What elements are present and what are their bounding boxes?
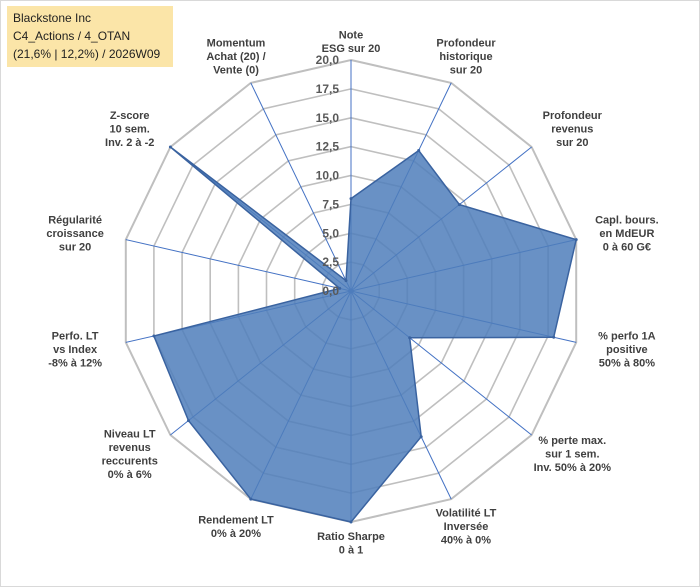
axis-label: Profondeur historique sur 20 bbox=[436, 37, 496, 76]
data-point bbox=[349, 197, 353, 201]
tick-label: 2,5 bbox=[322, 255, 339, 269]
tick-label: 0,0 bbox=[322, 284, 339, 298]
axis-label: Niveau LT revenus reccurents 0% à 6% bbox=[102, 429, 158, 482]
axis-label-line: Rendement LT bbox=[198, 514, 274, 526]
axis-label-line: Achat (20) / bbox=[206, 51, 265, 63]
data-point bbox=[457, 203, 461, 207]
axis-label: Rendement LT 0% à 20% bbox=[198, 514, 274, 540]
axis-spoke bbox=[125, 239, 352, 292]
data-point bbox=[419, 435, 423, 439]
axis-label-line: Inv. 50% à 20% bbox=[534, 462, 612, 474]
axis-label-line: Volatilité LT bbox=[436, 508, 497, 520]
data-point bbox=[417, 149, 421, 152]
axis-label-line: 0 à 1 bbox=[339, 545, 363, 557]
axis-label-line: Inversée bbox=[444, 521, 489, 533]
data-point bbox=[187, 419, 190, 423]
axis-label-line: sur 1 sem. bbox=[545, 449, 599, 461]
axis-label-line: % perte max. bbox=[538, 435, 606, 447]
axis-label-line: Momentum bbox=[207, 37, 266, 49]
axis-label: Régularité croissance sur 20 bbox=[46, 214, 103, 253]
axis-label-line: historique bbox=[439, 51, 492, 63]
data-point bbox=[344, 279, 348, 283]
axis-label-line: revenus bbox=[109, 442, 151, 454]
axis-label-line: 40% à 0% bbox=[441, 535, 491, 547]
radar-axis-labels: Note ESG sur 20 Profondeur historique sur 20… bbox=[46, 30, 658, 557]
data-point bbox=[249, 497, 253, 501]
data-point bbox=[152, 334, 156, 338]
axis-label-line: Note bbox=[339, 30, 363, 42]
axis-label-line: Inv. 2 à -2 bbox=[105, 137, 154, 149]
axis-label: Ratio Sharpe 0 à 1 bbox=[317, 531, 385, 557]
tick-label: 17,5 bbox=[316, 82, 340, 96]
axis-label-line: sur 20 bbox=[59, 241, 91, 253]
series-area bbox=[152, 146, 578, 523]
axis-label: Z-score 10 sem. Inv. 2 à -2 bbox=[105, 110, 154, 149]
axis-label: % perfo 1A positive 50% à 80% bbox=[598, 331, 656, 370]
title-stats: (21,6% | 12,2%) / 2026W09 bbox=[13, 47, 161, 61]
axis-label-line: Profondeur bbox=[543, 110, 603, 122]
radar-tick-labels: 0,0 2,5 5,0 7,5 10,0 12,5 15,0 17,5 20,0 bbox=[316, 53, 340, 298]
axis-label-line: Vente (0) bbox=[213, 64, 259, 76]
axis-label-line: % perfo 1A bbox=[598, 331, 656, 343]
axis-label: Capl. bours. en MdEUR 0 à 60 G€ bbox=[595, 214, 659, 253]
axis-label-line: 0 à 60 G€ bbox=[603, 241, 651, 253]
axis-label: Perfo. LT vs Index -8% à 12% bbox=[48, 331, 102, 370]
tick-label: 5,0 bbox=[322, 226, 339, 240]
axis-label-line: Niveau LT bbox=[104, 429, 156, 441]
axis-label: % perte max. sur 1 sem. Inv. 50% à 20% bbox=[534, 435, 612, 474]
data-point bbox=[408, 336, 412, 340]
axis-label-line: 0% à 20% bbox=[211, 528, 261, 540]
axis-label-line: reccurents bbox=[102, 456, 158, 468]
title-portfolio: C4_Actions / 4_OTAN bbox=[13, 29, 131, 43]
data-point bbox=[168, 145, 172, 149]
radar-series bbox=[152, 145, 578, 524]
axis-label: Profondeur revenus sur 20 bbox=[543, 110, 603, 149]
data-point bbox=[349, 520, 353, 524]
axis-label-line: Z-score bbox=[110, 110, 150, 122]
axis-label: Note ESG sur 20 bbox=[322, 30, 381, 56]
tick-label: 12,5 bbox=[316, 140, 340, 154]
axis-spoke bbox=[250, 82, 352, 292]
chart-title-box: Blackstone Inc C4_Actions / 4_OTAN (21,6… bbox=[7, 6, 173, 67]
axis-label-line: Capl. bours. bbox=[595, 214, 659, 226]
axis-label-line: -8% à 12% bbox=[48, 358, 102, 370]
data-point bbox=[574, 238, 578, 242]
data-point bbox=[552, 335, 556, 339]
axis-label-line: vs Index bbox=[53, 344, 98, 356]
data-point bbox=[338, 286, 342, 290]
tick-label: 10,0 bbox=[316, 169, 340, 183]
axis-label-line: revenus bbox=[551, 123, 593, 135]
tick-label: 15,0 bbox=[316, 111, 340, 125]
axis-label-line: positive bbox=[606, 344, 648, 356]
axis-label-line: sur 20 bbox=[556, 137, 588, 149]
axis-label-line: ESG sur 20 bbox=[322, 43, 381, 55]
axis-label-line: Ratio Sharpe bbox=[317, 531, 385, 543]
axis-label-line: en MdEUR bbox=[599, 228, 654, 240]
tick-label: 7,5 bbox=[322, 197, 339, 211]
title-company: Blackstone Inc bbox=[13, 11, 92, 25]
axis-label-line: croissance bbox=[46, 228, 103, 240]
axis-label-line: sur 20 bbox=[450, 64, 482, 76]
axis-label-line: Régularité bbox=[48, 214, 102, 226]
tick-label: 20,0 bbox=[316, 53, 340, 67]
axis-label-line: Perfo. LT bbox=[52, 331, 99, 343]
axis-label: Volatilité LT Inversée 40% à 0% bbox=[436, 508, 497, 547]
axis-label-line: 50% à 80% bbox=[599, 358, 655, 370]
axis-label: Momentum Achat (20) / Vente (0) bbox=[206, 37, 265, 76]
axis-label-line: 10 sem. bbox=[110, 123, 150, 135]
axis-label-line: 0% à 6% bbox=[108, 469, 152, 481]
axis-label-line: Profondeur bbox=[436, 37, 496, 49]
